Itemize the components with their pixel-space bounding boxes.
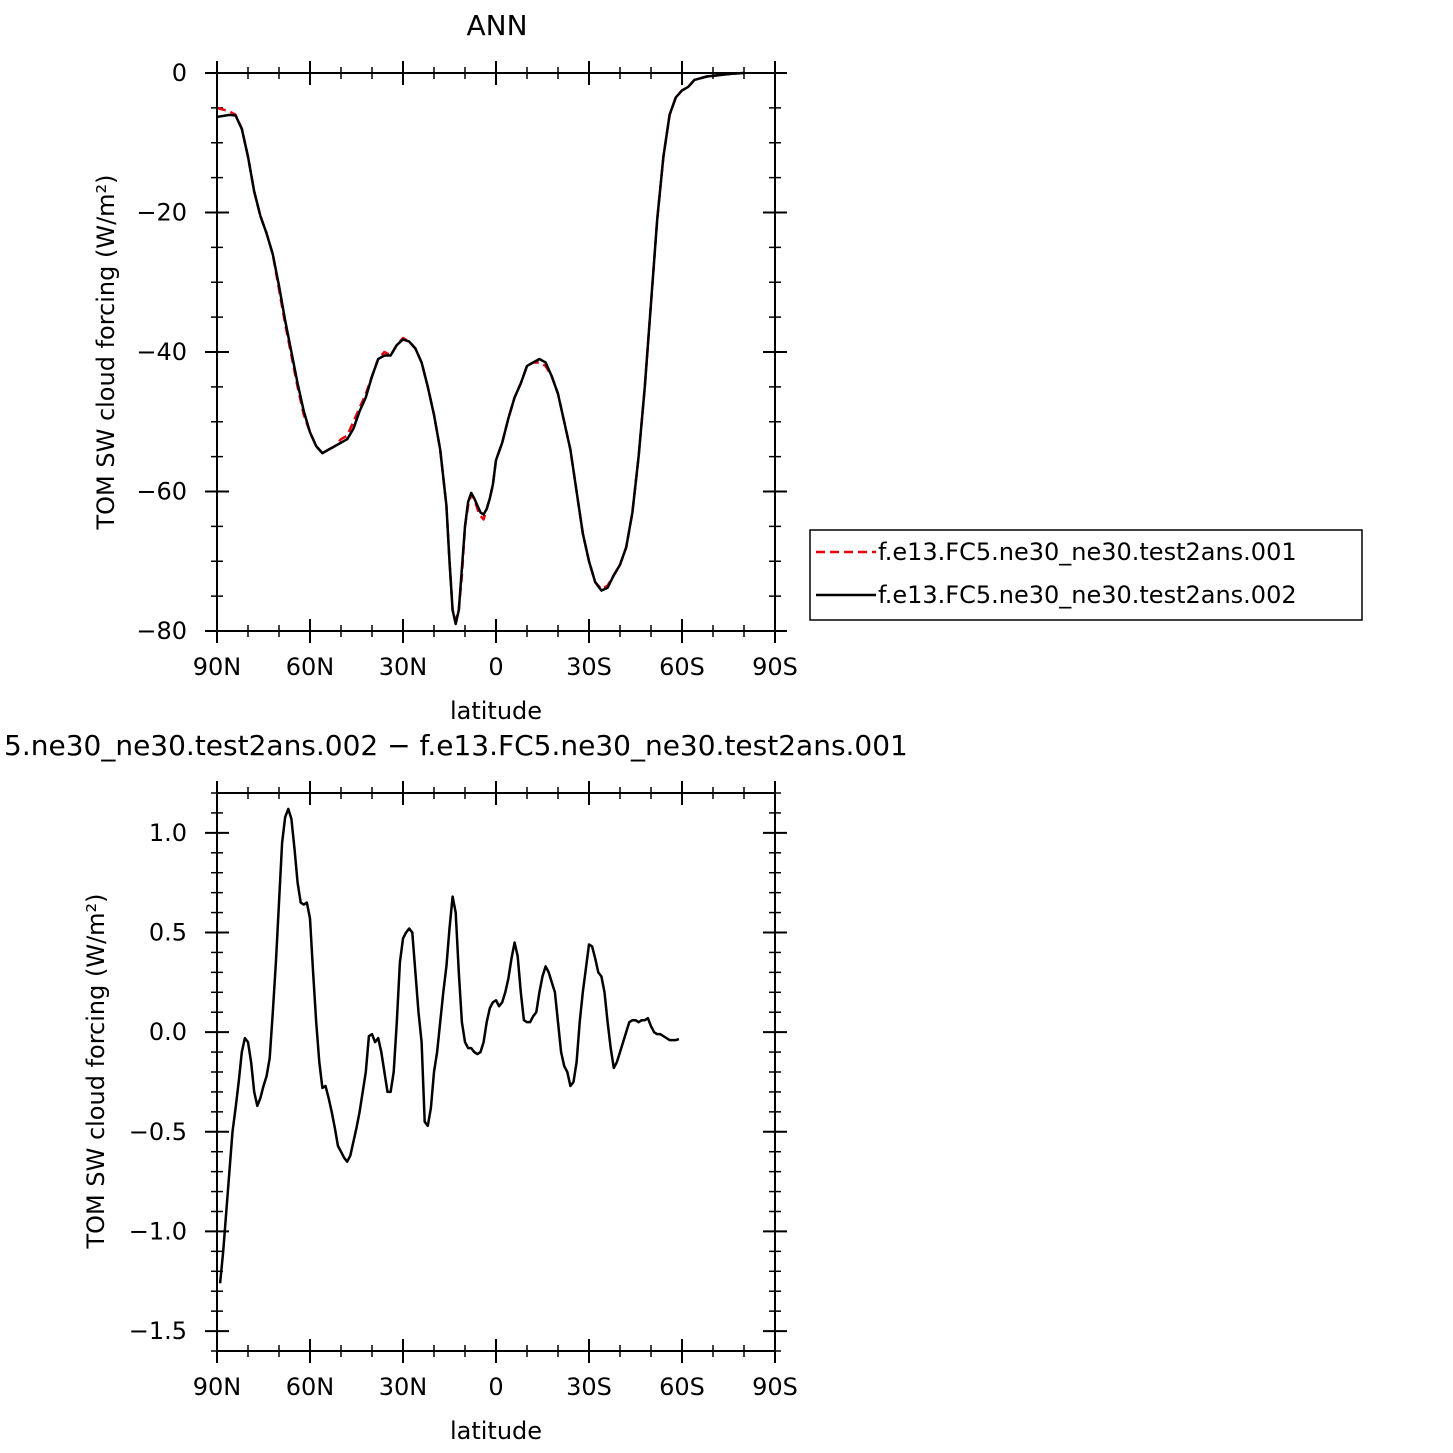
legend-label-series-1: f.e13.FC5.ne30_ne30.test2ans.001	[878, 538, 1297, 566]
bottom-axes: 90N 60N 30N 0 30S 60S 90S −1.5 −1.0 −0.5 0.0 0.5 1.0	[129, 781, 798, 1401]
top-y-axis-title: TOM SW cloud forcing (W/m²)	[92, 174, 120, 530]
top-y-tick-label: −80	[136, 617, 187, 645]
bottom-x-tick-label: 60N	[286, 1373, 335, 1401]
bottom-x-tick-label: 30N	[379, 1373, 428, 1401]
top-x-tick-label: 0	[488, 653, 503, 681]
top-chart-title: ANN	[466, 9, 527, 42]
top-plot-frame	[216, 72, 776, 632]
legend-label-series-2: f.e13.FC5.ne30_ne30.test2ans.002	[878, 581, 1297, 609]
bottom-series-line-1	[218, 807, 680, 1284]
bottom-plot-frame	[216, 792, 776, 1352]
bottom-y-tick-label: 1.0	[149, 819, 187, 847]
top-y-tick-label: 0	[172, 59, 187, 87]
legend: f.e13.FC5.ne30_ne30.test2ans.001 f.e13.F…	[809, 529, 1363, 621]
bottom-x-axis-title: latitude	[450, 1417, 542, 1445]
top-x-tick-label: 90N	[193, 653, 242, 681]
top-x-tick-label: 90S	[752, 653, 798, 681]
bottom-x-tick-label: 0	[488, 1373, 503, 1401]
bottom-x-tick-label: 90S	[752, 1373, 798, 1401]
bottom-y-axis-title: TOM SW cloud forcing (W/m²)	[82, 893, 110, 1249]
top-x-tick-label: 30N	[379, 653, 428, 681]
top-panel: ANN 90N 60N 30N 0 30S 60S 90S −80 −60 −40 −20 0 lat…	[92, 9, 798, 725]
bottom-x-tick-label: 60S	[659, 1373, 705, 1401]
top-axes: 90N 60N 30N 0 30S 60S 90S −80 −60 −40 −20 0	[136, 59, 798, 681]
top-series-group	[216, 71, 745, 626]
top-x-tick-label: 30S	[566, 653, 612, 681]
top-y-tick-label: −40	[136, 338, 187, 366]
bottom-y-tick-label: −0.5	[129, 1118, 187, 1146]
top-x-axis-title: latitude	[450, 697, 542, 725]
bottom-y-tick-label: −1.0	[129, 1217, 187, 1245]
bottom-panel: 5.ne30_ne30.test2ans.002 − f.e13.FC5.ne3…	[4, 729, 908, 1445]
bottom-series-group	[218, 807, 680, 1284]
top-series-line-2	[216, 71, 745, 626]
top-series-line-1	[216, 71, 745, 622]
bottom-y-tick-label: 0.0	[149, 1018, 187, 1046]
legend-box	[809, 529, 1363, 621]
top-y-tick-label: −20	[136, 199, 187, 227]
bottom-y-tick-label: −1.5	[129, 1317, 187, 1345]
top-x-tick-label: 60N	[286, 653, 335, 681]
bottom-chart-title: 5.ne30_ne30.test2ans.002 − f.e13.FC5.ne3…	[4, 729, 908, 762]
top-x-tick-label: 60S	[659, 653, 705, 681]
bottom-x-tick-label: 30S	[566, 1373, 612, 1401]
bottom-y-tick-label: 0.5	[149, 919, 187, 947]
bottom-x-tick-label: 90N	[193, 1373, 242, 1401]
top-y-tick-label: −60	[136, 478, 187, 506]
